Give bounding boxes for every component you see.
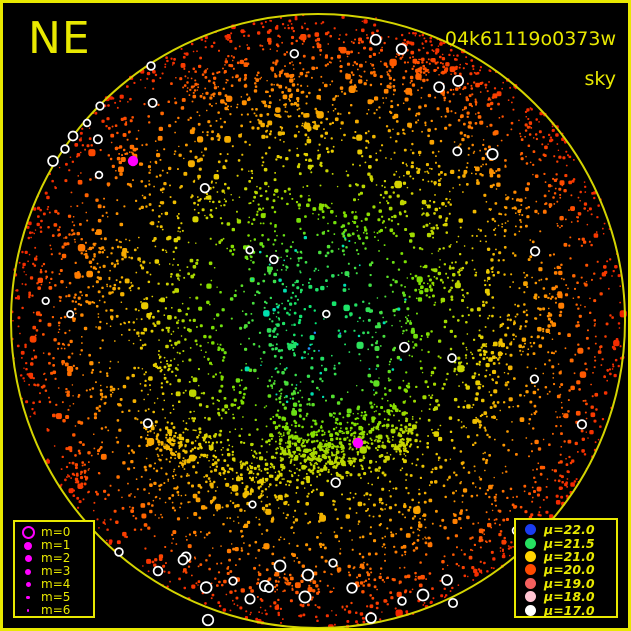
mu-swatch — [524, 577, 536, 589]
magnitude-swatch — [25, 582, 31, 587]
magnitude-legend-label: m=0 — [41, 525, 71, 539]
mu-swatch — [524, 604, 536, 616]
magnitude-marker-6 — [15, 609, 41, 612]
mu-swatch — [524, 564, 536, 576]
magnitude-legend-row: m=0 — [15, 526, 93, 539]
magnitude-legend-label: m=4 — [41, 577, 71, 591]
mu-marker-3 — [516, 564, 544, 576]
mu-legend-row: μ=22.0 — [516, 523, 616, 536]
magnitude-marker-1 — [15, 541, 41, 550]
mu-legend-row: μ=17.0 — [516, 602, 616, 618]
magnitude-marker-4 — [15, 582, 41, 587]
magnitude-legend-row: m=1 — [15, 539, 93, 552]
magnitude-marker-5 — [15, 595, 41, 600]
mu-legend-label: μ=19.0 — [544, 575, 595, 591]
field-boundary-circle — [10, 13, 626, 628]
field-circle-layer — [10, 13, 626, 628]
scatter-points-layer — [10, 13, 627, 628]
mu-marker-4 — [516, 577, 544, 589]
mu-marker-0 — [516, 524, 544, 536]
magnitude-legend-row: m=2 — [15, 552, 93, 565]
magnitude-legend-label: m=2 — [41, 551, 71, 565]
magnitude-swatch — [21, 526, 35, 539]
bright-star-rings-layer — [41, 33, 588, 627]
magnitude-swatch — [26, 595, 30, 600]
mu-swatch — [524, 524, 536, 536]
magnitude-marker-3 — [15, 568, 41, 575]
magnitude-swatch — [25, 568, 31, 575]
magnitude-marker-2 — [15, 555, 41, 562]
magnitude-marker-0 — [15, 526, 41, 539]
mu-legend-label: μ=20.0 — [544, 562, 595, 578]
magnitude-legend-row: m=4 — [15, 578, 93, 591]
mu-legend-label: μ=22.0 — [544, 522, 595, 538]
mu-marker-2 — [516, 550, 544, 562]
mu-swatch — [524, 537, 536, 549]
magnitude-legend-label: m=6 — [41, 603, 71, 617]
magnitude-legend: m=0 m=1 m=2 m=3 m=4 m=5 m=6 — [13, 520, 95, 618]
mu-legend-label: μ=18.0 — [544, 589, 595, 605]
surface-brightness-legend: μ=22.0 μ=21.5 μ=21.0 μ=20.0 μ=19.0 μ=18.0 μ=17… — [514, 518, 618, 618]
magnitude-swatch — [26, 609, 30, 612]
magnitude-legend-row: m=5 — [15, 591, 93, 604]
magnitude-legend-row: m=6 — [15, 604, 93, 617]
magnitude-legend-label: m=1 — [41, 538, 71, 552]
magnitude-legend-row: m=3 — [15, 565, 93, 578]
mu-legend-label: μ=21.0 — [544, 548, 595, 564]
mu-legend-label: μ=21.5 — [544, 535, 595, 551]
mu-legend-label: μ=17.0 — [544, 602, 595, 618]
magnitude-legend-label: m=5 — [41, 590, 71, 604]
magnitude-swatch — [24, 541, 32, 550]
mu-legend-row: μ=19.0 — [516, 577, 616, 590]
magnitude-swatch — [24, 555, 32, 562]
mu-legend-row: μ=21.5 — [516, 535, 616, 551]
mu-marker-6 — [516, 604, 544, 616]
plot-area[interactable] — [3, 3, 628, 628]
mu-marker-1 — [516, 537, 544, 549]
mu-swatch — [524, 591, 536, 603]
mu-legend-row: μ=18.0 — [516, 590, 616, 603]
mu-marker-5 — [516, 591, 544, 603]
mu-legend-row: μ=21.0 — [516, 550, 616, 563]
mu-legend-row: μ=20.0 — [516, 563, 616, 576]
mu-swatch — [524, 550, 536, 562]
magnitude-legend-label: m=3 — [41, 564, 71, 578]
